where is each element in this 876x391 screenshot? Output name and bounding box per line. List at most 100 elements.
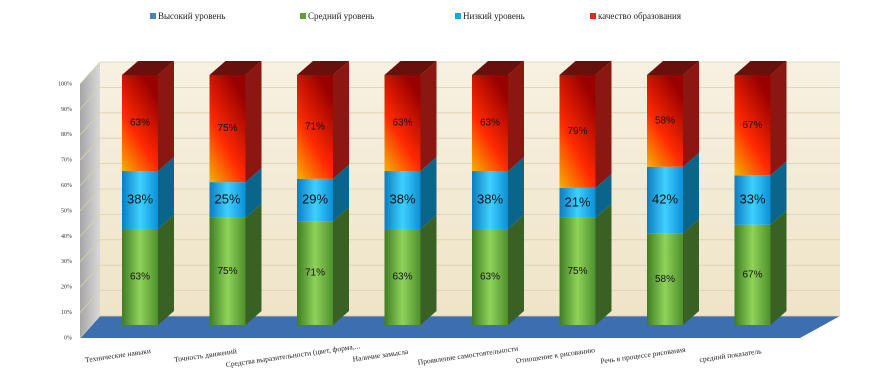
bar-side [245, 61, 262, 183]
data-label: 71% [305, 268, 325, 279]
bar-front [384, 75, 421, 172]
y-tick-label: 70% [61, 158, 72, 164]
y-tick-label: 60% [61, 183, 72, 189]
x-tick-label: Проявление самостоятельности [417, 344, 519, 367]
bar-side [770, 61, 787, 176]
bar-top [647, 61, 699, 75]
y-tick-label: 30% [61, 259, 72, 265]
bar-top [559, 61, 612, 75]
bar-segment [297, 207, 349, 325]
bar-front [559, 75, 596, 188]
bar-side [683, 219, 699, 325]
data-label: 58% [655, 274, 675, 285]
bar-segment [559, 203, 612, 325]
bar-segment [297, 61, 349, 179]
bar-segment [734, 61, 787, 176]
y-tick-label: 80% [61, 132, 72, 138]
bar-side [158, 214, 174, 325]
data-label: 75% [217, 266, 237, 277]
bar-top [297, 61, 349, 75]
x-tick-label: Средства выразительности (цвет, форма,..… [225, 341, 361, 369]
legend-label: качество образования [598, 11, 681, 21]
legend-label: Средний уровень [308, 11, 374, 21]
bar-front [209, 217, 246, 325]
bar-front [209, 75, 246, 183]
legend: Высокий уровень Средний уровень Низкий уро… [150, 11, 681, 21]
x-tick-label: Наличие замысла [352, 347, 409, 364]
bar-segment [122, 157, 174, 229]
y-tick-label: 100% [58, 81, 72, 87]
bar-front [384, 228, 421, 325]
data-label: 58% [655, 116, 675, 127]
bar-front [472, 228, 508, 325]
bar-front [297, 75, 333, 179]
bar-front [647, 75, 683, 167]
bar-front [647, 233, 683, 325]
bar-side [508, 214, 524, 325]
bar-front [734, 175, 771, 225]
bar-segment [384, 157, 437, 229]
bar-side [683, 152, 699, 234]
data-label: 25% [214, 191, 240, 206]
bar-segment [384, 61, 437, 172]
bar-side [245, 168, 262, 218]
bar-segment [209, 61, 262, 183]
data-label: 33% [739, 191, 765, 206]
bar-segment [734, 210, 787, 325]
data-label: 38% [127, 191, 153, 206]
bar-side [683, 61, 699, 167]
bar-segment [647, 61, 699, 167]
bar-side [420, 157, 437, 229]
data-label: 67% [742, 269, 762, 280]
data-label: 75% [567, 266, 587, 277]
bar-side [158, 157, 174, 229]
data-label: 21% [564, 194, 590, 209]
bar-front [122, 171, 158, 229]
bar-side [333, 164, 349, 222]
data-label: 42% [652, 191, 678, 206]
bar-segment [297, 164, 349, 222]
data-label: 63% [130, 118, 150, 129]
data-label: 63% [480, 118, 500, 129]
bar-segment [209, 168, 262, 218]
bar-side [770, 210, 787, 325]
bar-segment [559, 61, 612, 188]
bar-segment [472, 157, 524, 229]
bar-front [734, 75, 771, 176]
bar-side [333, 207, 349, 325]
legend-swatch [150, 13, 156, 19]
bar-top [122, 61, 174, 75]
bar-segment [122, 214, 174, 325]
bar-segment [472, 214, 524, 325]
bar-side [595, 61, 612, 188]
bar-segment [734, 161, 787, 225]
y-tick-label: 20% [61, 285, 72, 291]
bar-front [297, 178, 333, 222]
bar-front [209, 182, 246, 218]
legend-swatch [590, 13, 596, 19]
bar-side [333, 61, 349, 179]
bar-segment [472, 61, 524, 172]
bar-top [472, 61, 524, 75]
bar-side [508, 157, 524, 229]
data-label: 63% [392, 272, 412, 283]
floor [80, 316, 840, 338]
bar-side [508, 61, 524, 172]
data-label: 79% [567, 126, 587, 137]
data-label: 71% [305, 122, 325, 133]
bar-side [770, 161, 787, 225]
bar-top [734, 61, 787, 75]
data-label: 67% [742, 120, 762, 131]
data-label: 63% [130, 272, 150, 283]
data-label: 75% [217, 123, 237, 134]
bar-front [384, 171, 421, 229]
data-label: 63% [480, 272, 500, 283]
bar-front [559, 217, 596, 325]
bar-top [209, 61, 262, 75]
legend-swatch [300, 13, 306, 19]
data-label: 63% [392, 118, 412, 129]
bar-side [245, 203, 262, 325]
bar-front [297, 221, 333, 325]
y-tick-label: 50% [61, 208, 72, 214]
bar-segment [209, 203, 262, 325]
